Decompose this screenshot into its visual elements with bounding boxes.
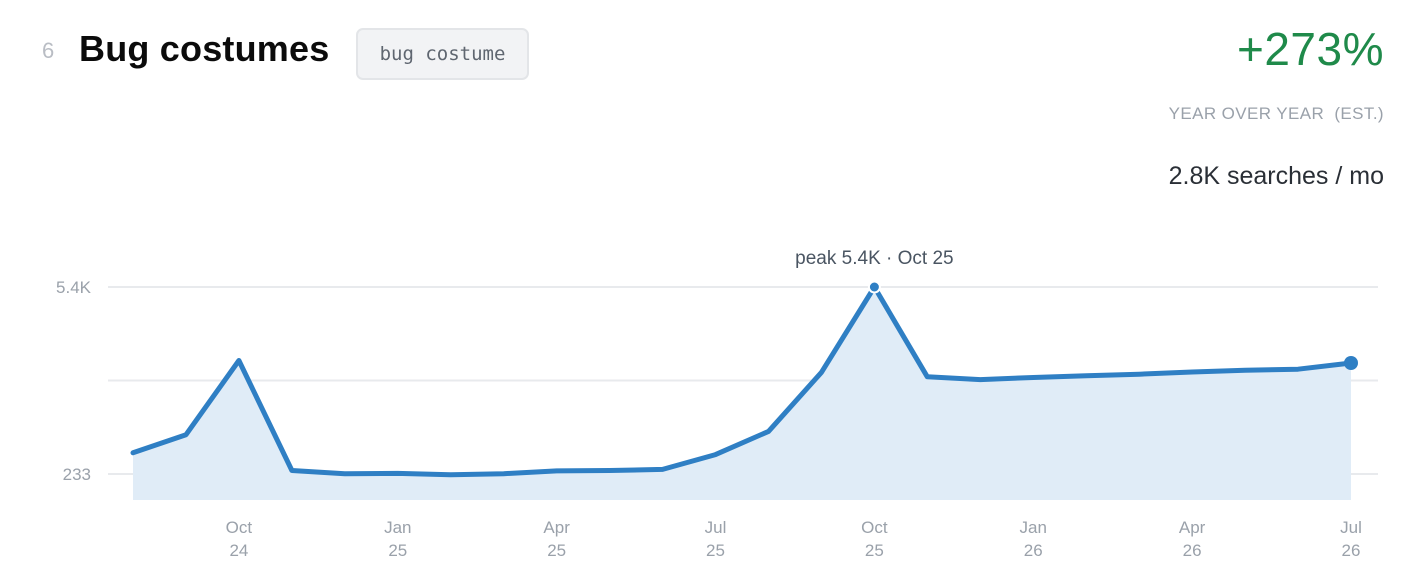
markers: peak 5.4K · Oct 25 xyxy=(795,248,1358,371)
rank-number: 6 xyxy=(42,38,55,63)
x-tick-month: Oct xyxy=(861,518,888,537)
x-tick-year: 26 xyxy=(1342,541,1361,560)
y-tick-label: 5.4K xyxy=(56,278,92,297)
x-tick-month: Oct xyxy=(226,518,253,537)
area-fill xyxy=(133,287,1351,500)
x-tick-year: 25 xyxy=(547,541,566,560)
growth-value: +273% xyxy=(1236,23,1384,75)
growth-label: YEAR OVER YEAR (EST.) xyxy=(1168,104,1384,123)
x-tick-year: 26 xyxy=(1024,541,1043,560)
x-tick-month: Jan xyxy=(384,518,411,537)
axis-ticks: 5.4K 233 Oct 24 Jan 25 Apr 25 Jul 25 Oct 25 Jan 26 Apr… xyxy=(56,278,1362,560)
peak-marker xyxy=(867,280,881,294)
x-tick-month: Jan xyxy=(1020,518,1047,537)
x-tick-month: Jul xyxy=(1340,518,1362,537)
x-tick-year: 24 xyxy=(229,541,248,560)
x-tick-year: 25 xyxy=(865,541,884,560)
x-tick-month: Jul xyxy=(705,518,727,537)
x-tick-year: 25 xyxy=(706,541,725,560)
x-tick-month: Apr xyxy=(543,518,570,537)
trend-title: Bug costumes xyxy=(79,28,330,69)
trend-line xyxy=(130,284,1354,478)
search-volume: 2.8K searches / mo xyxy=(1168,162,1384,190)
keyword-tag[interactable]: bug costume xyxy=(356,28,529,80)
x-tick-month: Apr xyxy=(1179,518,1206,537)
x-tick-year: 25 xyxy=(388,541,407,560)
x-tick-year: 26 xyxy=(1183,541,1202,560)
latest-point-marker xyxy=(1344,356,1358,371)
peak-annotation: peak 5.4K · Oct 25 xyxy=(795,248,953,269)
y-tick-label: 233 xyxy=(63,465,91,484)
